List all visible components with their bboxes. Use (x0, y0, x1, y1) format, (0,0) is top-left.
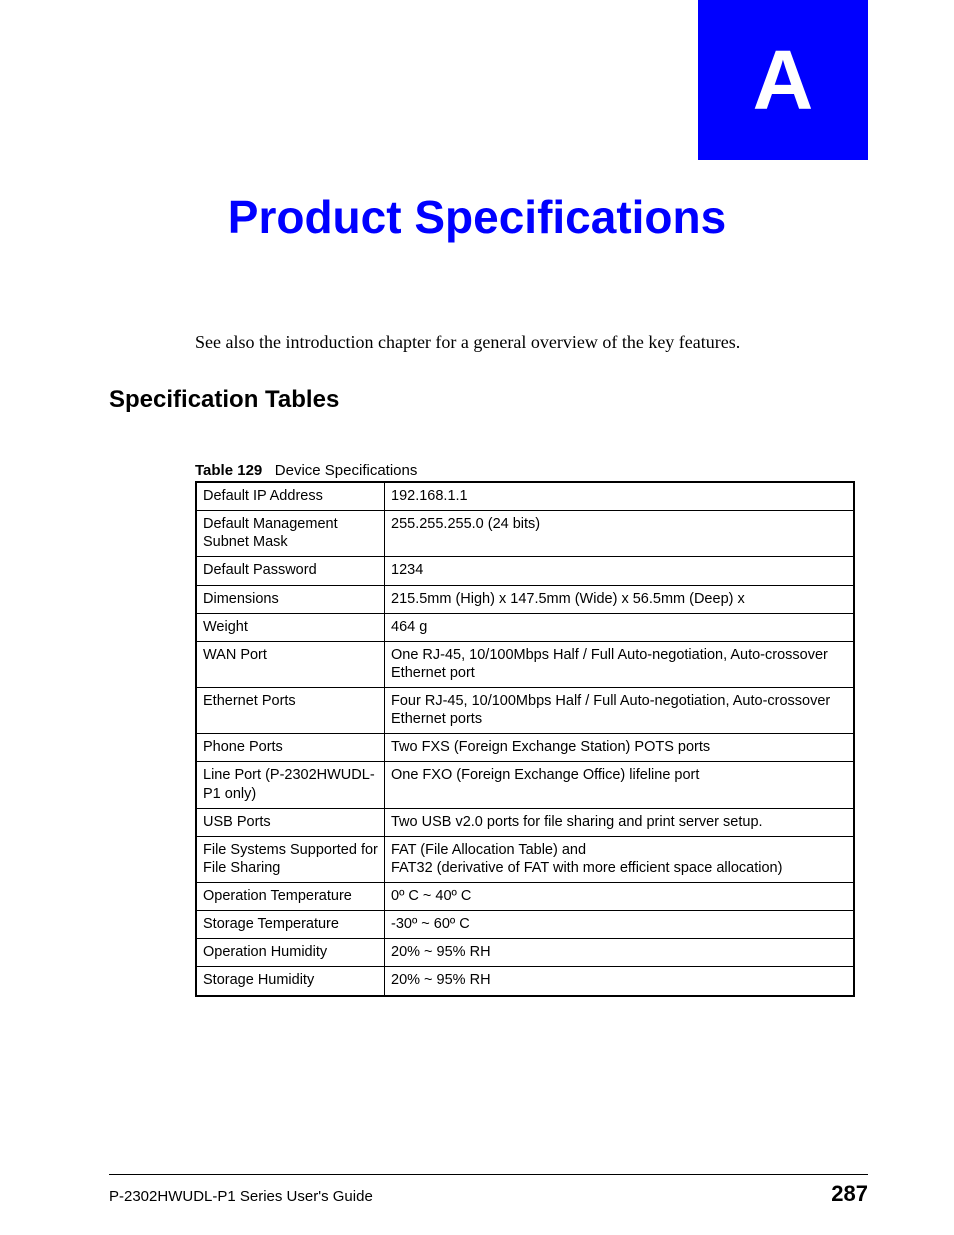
spec-label: Default Management Subnet Mask (196, 511, 385, 557)
table-row: File Systems Supported for File SharingF… (196, 836, 854, 882)
spec-value: One FXO (Foreign Exchange Office) lifeli… (385, 762, 855, 808)
table-row: Default Management Subnet Mask255.255.25… (196, 511, 854, 557)
spec-label: Line Port (P-2302HWUDL-P1 only) (196, 762, 385, 808)
footer-page-number: 287 (831, 1181, 868, 1207)
spec-label: USB Ports (196, 808, 385, 836)
table-row: Ethernet PortsFour RJ-45, 10/100Mbps Hal… (196, 688, 854, 734)
spec-value: 255.255.255.0 (24 bits) (385, 511, 855, 557)
spec-value: Two FXS (Foreign Exchange Station) POTS … (385, 734, 855, 762)
table-row: Weight464 g (196, 613, 854, 641)
appendix-badge: A (698, 0, 868, 160)
table-row: Default Password1234 (196, 557, 854, 585)
page-title: Product Specifications (0, 190, 954, 244)
footer-guide-name: P-2302HWUDL-P1 Series User's Guide (109, 1188, 373, 1205)
spec-label: WAN Port (196, 641, 385, 687)
spec-table-wrap: Table 129 Device Specifications Default … (195, 462, 855, 997)
table-caption-text: Device Specifications (275, 462, 418, 479)
spec-value: FAT (File Allocation Table) andFAT32 (de… (385, 836, 855, 882)
spec-value: 20% ~ 95% RH (385, 967, 855, 996)
spec-label: Phone Ports (196, 734, 385, 762)
table-row: Storage Humidity20% ~ 95% RH (196, 967, 854, 996)
table-row: Phone PortsTwo FXS (Foreign Exchange Sta… (196, 734, 854, 762)
spec-label: File Systems Supported for File Sharing (196, 836, 385, 882)
spec-value: One RJ-45, 10/100Mbps Half / Full Auto-n… (385, 641, 855, 687)
spec-label: Weight (196, 613, 385, 641)
table-row: Default IP Address192.168.1.1 (196, 482, 854, 511)
spec-value: 215.5mm (High) x 147.5mm (Wide) x 56.5mm… (385, 585, 855, 613)
page-footer: P-2302HWUDL-P1 Series User's Guide 287 (109, 1174, 868, 1207)
spec-label: Default IP Address (196, 482, 385, 511)
table-caption: Table 129 Device Specifications (195, 462, 855, 479)
spec-value: 1234 (385, 557, 855, 585)
table-row: Storage Temperature-30º ~ 60º C (196, 911, 854, 939)
spec-label: Storage Temperature (196, 911, 385, 939)
spec-value: Four RJ-45, 10/100Mbps Half / Full Auto-… (385, 688, 855, 734)
table-row: Dimensions215.5mm (High) x 147.5mm (Wide… (196, 585, 854, 613)
spec-label: Operation Temperature (196, 883, 385, 911)
intro-paragraph: See also the introduction chapter for a … (195, 332, 740, 353)
spec-value: 20% ~ 95% RH (385, 939, 855, 967)
section-heading: Specification Tables (109, 386, 339, 414)
spec-label: Ethernet Ports (196, 688, 385, 734)
spec-value: 464 g (385, 613, 855, 641)
spec-value: Two USB v2.0 ports for file sharing and … (385, 808, 855, 836)
spec-label: Operation Humidity (196, 939, 385, 967)
table-number: Table 129 (195, 462, 262, 479)
table-row: Operation Humidity20% ~ 95% RH (196, 939, 854, 967)
table-row: Operation Temperature0º C ~ 40º C (196, 883, 854, 911)
spec-label: Storage Humidity (196, 967, 385, 996)
appendix-letter: A (753, 32, 814, 129)
table-row: Line Port (P-2302HWUDL-P1 only)One FXO (… (196, 762, 854, 808)
spec-value: 0º C ~ 40º C (385, 883, 855, 911)
spec-label: Default Password (196, 557, 385, 585)
table-row: USB PortsTwo USB v2.0 ports for file sha… (196, 808, 854, 836)
spec-label: Dimensions (196, 585, 385, 613)
spec-value: 192.168.1.1 (385, 482, 855, 511)
table-row: WAN PortOne RJ-45, 10/100Mbps Half / Ful… (196, 641, 854, 687)
spec-value: -30º ~ 60º C (385, 911, 855, 939)
spec-table: Default IP Address192.168.1.1Default Man… (195, 481, 855, 997)
